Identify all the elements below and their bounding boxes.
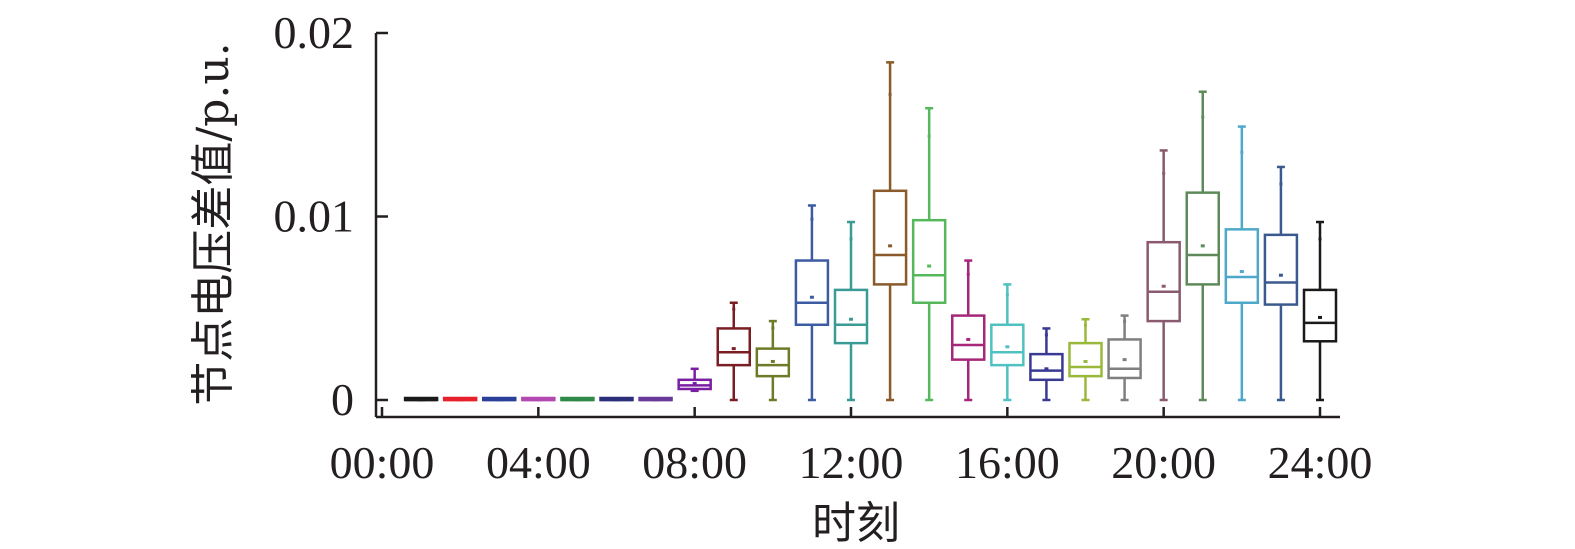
box-hour-20 [1146, 149, 1181, 402]
box-hour-24 [1302, 220, 1338, 402]
mean-marker [1318, 315, 1322, 319]
whisker-marker [732, 307, 736, 311]
whisker-marker [1201, 115, 1205, 119]
mean-marker [809, 295, 814, 299]
box-hour-15 [951, 259, 986, 402]
mean-marker [1044, 367, 1049, 371]
box-hour-16 [990, 283, 1025, 402]
whisker-marker [1005, 292, 1009, 296]
mean-marker [1200, 244, 1205, 248]
iqr-box [833, 288, 869, 345]
mean-marker [1122, 358, 1127, 362]
box-hour-2 [442, 396, 478, 402]
box-hour-18 [1068, 318, 1103, 402]
box-hour-14 [911, 106, 947, 402]
mean-marker [731, 347, 736, 351]
y-tick-label: 0.01 [274, 191, 355, 242]
whisker-marker [1162, 171, 1166, 175]
box-hour-12 [833, 220, 869, 402]
iqr-box [1146, 240, 1181, 323]
x-tick-label: 16:00 [955, 437, 1060, 488]
box-hour-22 [1224, 125, 1260, 402]
mean-marker [1239, 270, 1244, 274]
iqr-box [872, 189, 908, 286]
whisker-marker [771, 326, 775, 330]
box-hour-13 [872, 61, 908, 402]
box-hour-6 [599, 396, 634, 402]
iqr-box [1185, 191, 1220, 286]
box-hour-1 [403, 396, 439, 402]
iqr-box [951, 314, 986, 361]
box-hour-23 [1263, 165, 1299, 402]
iqr-box [1302, 288, 1338, 343]
mean-marker [888, 244, 893, 248]
y-tick-label: 0 [331, 374, 354, 425]
mean-marker [927, 264, 932, 268]
whisker-marker [1318, 237, 1322, 241]
x-tick-label: 08:00 [642, 437, 747, 488]
mean-marker [966, 337, 971, 341]
x-tick-label: 00:00 [330, 437, 435, 488]
iqr-box [1068, 341, 1103, 378]
boxes-layer [403, 61, 1338, 402]
mean-marker [1083, 359, 1088, 363]
x-tick-label: 24:00 [1268, 437, 1373, 488]
iqr-box [1224, 228, 1260, 304]
box-hour-5 [560, 396, 595, 402]
iqr-box [794, 259, 830, 327]
mean-marker [692, 381, 697, 385]
axes-layer: 0 0.01 0.02 00:00 04:00 08:00 12:00 16:00 20:00 2… [274, 7, 1373, 488]
iqr-box [755, 347, 791, 378]
iqr-box [1107, 338, 1142, 380]
x-tick-label: 04:00 [486, 437, 591, 488]
box-hour-4 [521, 396, 556, 402]
whisker-marker [888, 92, 892, 96]
x-tick-label: 12:00 [799, 437, 904, 488]
iqr-box [990, 323, 1025, 367]
box-hour-17 [1029, 327, 1064, 402]
whisker-marker [1123, 320, 1127, 324]
box-hour-9 [716, 301, 751, 402]
mean-marker [849, 317, 853, 321]
whisker-marker [1084, 323, 1087, 327]
mean-marker [1161, 284, 1166, 288]
box-hour-11 [794, 204, 830, 402]
mean-marker [770, 359, 775, 363]
box-hour-21 [1185, 90, 1220, 402]
box-hour-8 [677, 367, 712, 393]
whisker-marker [1240, 150, 1244, 154]
box-hour-10 [755, 319, 791, 402]
y-axis-title: 节点电压差值/p.u. [188, 42, 239, 405]
whisker-marker [927, 134, 931, 138]
iqr-box [1029, 352, 1064, 382]
iqr-box [911, 218, 947, 304]
iqr-box [716, 327, 751, 367]
x-tick-label: 20:00 [1111, 437, 1216, 488]
mean-marker [1278, 273, 1283, 277]
mean-marker [1005, 345, 1010, 349]
x-axis-title: 时刻 [812, 498, 900, 549]
whisker-marker [966, 272, 970, 276]
whisker-marker [1279, 182, 1283, 186]
whisker-marker [849, 237, 853, 241]
whisker-marker [810, 217, 814, 221]
y-tick-label: 0.02 [274, 7, 355, 58]
iqr-box [1263, 233, 1299, 306]
box-hour-7 [638, 396, 673, 402]
whisker-marker [1044, 333, 1048, 337]
box-hour-3 [482, 396, 517, 402]
box-hour-19 [1107, 314, 1142, 402]
